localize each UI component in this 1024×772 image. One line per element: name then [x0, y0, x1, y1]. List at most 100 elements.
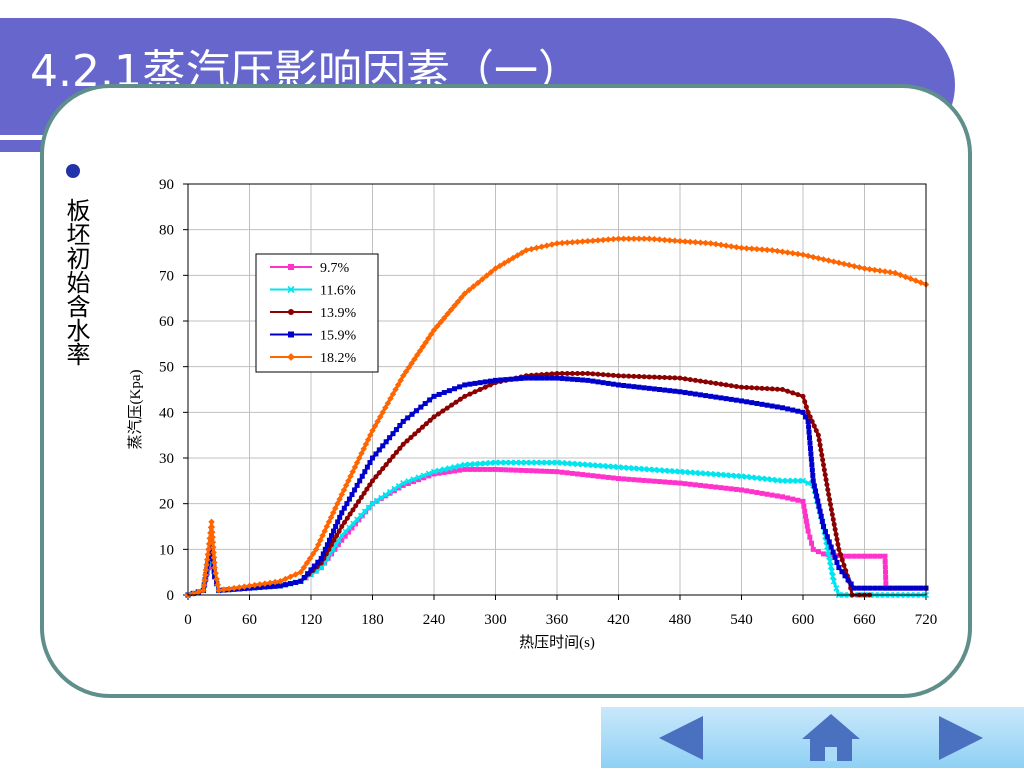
data-point [703, 393, 709, 399]
data-point [733, 397, 739, 403]
x-tick-label: 120 [300, 612, 323, 628]
data-point [646, 385, 652, 391]
x-tick-label: 480 [669, 612, 692, 628]
data-point [461, 290, 468, 297]
data-point [564, 371, 570, 377]
data-point [739, 398, 744, 404]
data-point [749, 385, 755, 391]
data-point [636, 374, 642, 380]
data-point [554, 375, 560, 381]
data-point [261, 580, 269, 587]
y-tick-label: 90 [159, 177, 174, 193]
data-point [718, 485, 724, 491]
data-point [851, 553, 857, 559]
data-point [799, 251, 807, 259]
data-point [393, 449, 399, 455]
data-point [657, 387, 662, 392]
data-point [621, 383, 627, 389]
data-point [332, 546, 338, 552]
data-point [758, 246, 766, 253]
data-point [400, 480, 407, 487]
data-point [387, 435, 393, 441]
data-point [790, 496, 796, 502]
data-point [769, 403, 775, 409]
data-point [886, 269, 894, 276]
data-point [427, 331, 435, 338]
data-point [616, 373, 621, 379]
next-button[interactable] [931, 707, 1001, 768]
data-point [723, 485, 729, 491]
data-point [677, 375, 683, 381]
data-point [288, 331, 294, 338]
data-point [528, 468, 534, 474]
data-point [367, 460, 373, 466]
data-point [641, 374, 647, 380]
data-point [477, 380, 483, 386]
data-point [436, 467, 443, 474]
data-point [214, 581, 221, 588]
data-point [559, 459, 566, 467]
data-point [446, 469, 452, 475]
data-point [749, 489, 755, 495]
data-point [789, 477, 796, 484]
data-point [425, 335, 432, 342]
data-point [287, 573, 294, 580]
data-point [441, 466, 448, 473]
data-point [814, 493, 820, 499]
data-point [749, 400, 755, 406]
data-point [472, 380, 478, 386]
prev-button[interactable] [651, 707, 721, 768]
data-point [508, 467, 514, 473]
data-point [843, 568, 849, 574]
data-point [523, 246, 530, 254]
data-point [810, 546, 816, 552]
data-point [204, 551, 212, 558]
data-point [518, 467, 524, 473]
data-point [785, 406, 791, 412]
data-point [287, 353, 295, 361]
data-point [396, 485, 402, 491]
data-point [815, 549, 821, 555]
data-point [824, 534, 830, 540]
data-point [308, 567, 314, 573]
data-point [387, 395, 394, 402]
data-point [369, 500, 376, 507]
data-point [419, 424, 425, 430]
data-point [334, 533, 340, 539]
data-point [402, 368, 410, 375]
data-point [806, 429, 812, 435]
data-point [569, 376, 575, 382]
data-point [897, 585, 903, 591]
legend-item: 13.9% [270, 306, 357, 321]
data-point [672, 388, 678, 394]
data-point [862, 585, 867, 591]
data-point [440, 408, 446, 414]
data-point [862, 553, 867, 559]
x-tick-label: 540 [730, 612, 753, 628]
home-button[interactable] [796, 707, 866, 768]
data-point [376, 447, 382, 453]
data-point [466, 461, 473, 468]
data-point [594, 237, 602, 244]
data-point [616, 382, 621, 388]
data-point [790, 407, 796, 413]
data-point [832, 526, 838, 532]
data-point [321, 527, 328, 535]
data-point [769, 492, 775, 498]
data-point [820, 256, 827, 263]
data-point [823, 477, 829, 483]
data-point [329, 509, 337, 517]
data-point [452, 468, 457, 474]
data-point [352, 487, 358, 493]
data-point [774, 247, 781, 255]
data-point [722, 242, 730, 249]
data-point [882, 559, 888, 565]
data-point [362, 441, 370, 448]
y-axis-ticks: 0 10 20 30 40 50 60 70 80 90 [159, 177, 188, 604]
data-point [353, 503, 359, 509]
legend-item: 9.7% [270, 261, 350, 276]
data-point [856, 553, 862, 559]
data-point [780, 405, 785, 411]
data-point [405, 480, 411, 486]
data-point [836, 565, 842, 571]
